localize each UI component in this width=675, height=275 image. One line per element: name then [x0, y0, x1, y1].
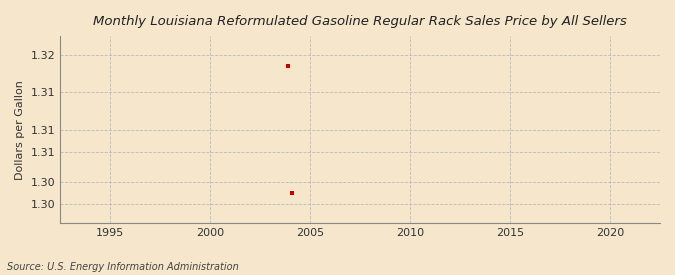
- Text: Source: U.S. Energy Information Administration: Source: U.S. Energy Information Administ…: [7, 262, 238, 272]
- Y-axis label: Dollars per Gallon: Dollars per Gallon: [15, 80, 25, 180]
- Title: Monthly Louisiana Reformulated Gasoline Regular Rack Sales Price by All Sellers: Monthly Louisiana Reformulated Gasoline …: [93, 15, 627, 28]
